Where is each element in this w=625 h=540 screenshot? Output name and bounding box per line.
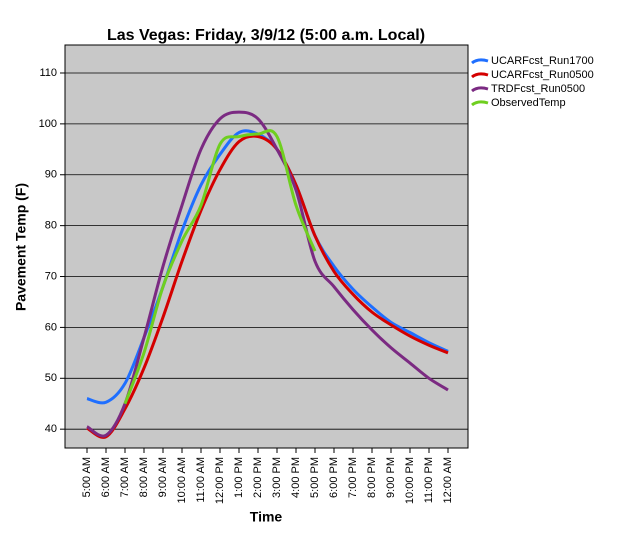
x-tick-label: 1:00 PM <box>233 457 245 498</box>
x-tick-label: 12:00 PM <box>214 457 226 504</box>
y-tick-label: 90 <box>45 169 57 181</box>
x-tick-label: 6:00 AM <box>100 457 112 497</box>
y-tick-label: 70 <box>45 270 57 282</box>
y-tick-label: 80 <box>45 220 57 232</box>
x-tick-label: 8:00 PM <box>366 457 378 498</box>
x-tick-label: 12:00 AM <box>442 457 454 503</box>
legend-swatch <box>471 86 489 93</box>
x-tick-label: 7:00 AM <box>119 457 131 497</box>
x-tick-label: 7:00 PM <box>347 457 359 498</box>
legend-label: UCARFcst_Run0500 <box>491 69 594 81</box>
legend-label: ObservedTemp <box>491 97 566 109</box>
legend-swatch <box>471 58 489 65</box>
legend-label: TRDFcst_Run0500 <box>491 83 585 95</box>
y-axis-title: Pavement Temp (F) <box>13 183 29 311</box>
legend-label: UCARFcst_Run1700 <box>491 55 594 67</box>
series-line <box>123 129 317 405</box>
x-tick-label: 8:00 AM <box>138 457 150 497</box>
y-tick-label: 100 <box>39 118 57 130</box>
plot-area <box>65 45 468 448</box>
legend-swatch <box>471 72 489 79</box>
chart-title: Las Vegas: Friday, 3/9/12 (5:00 a.m. Loc… <box>107 27 425 44</box>
y-tick-label: 50 <box>45 372 57 384</box>
x-tick-label: 10:00 AM <box>176 457 188 503</box>
y-tick-label: 40 <box>45 423 57 435</box>
legend-swatch <box>471 100 489 107</box>
x-tick-label: 11:00 PM <box>423 457 435 503</box>
x-tick-label: 2:00 PM <box>252 457 264 498</box>
x-tick-label: 9:00 AM <box>157 457 169 497</box>
y-tick-label: 110 <box>39 67 57 79</box>
x-axis-title: Time <box>250 509 283 525</box>
y-tick-label: 60 <box>45 321 57 333</box>
x-tick-label: 3:00 PM <box>271 457 283 498</box>
x-tick-label: 11:00 AM <box>195 457 207 503</box>
series-line <box>86 134 449 439</box>
x-tick-label: 10:00 PM <box>404 457 416 504</box>
x-tick-label: 4:00 PM <box>290 457 302 498</box>
x-tick-label: 5:00 PM <box>309 457 321 498</box>
x-tick-label: 6:00 PM <box>328 457 340 498</box>
x-tick-label: 9:00 PM <box>385 457 397 498</box>
plot-border <box>64 44 469 449</box>
x-tick-label: 5:00 AM <box>81 457 93 497</box>
